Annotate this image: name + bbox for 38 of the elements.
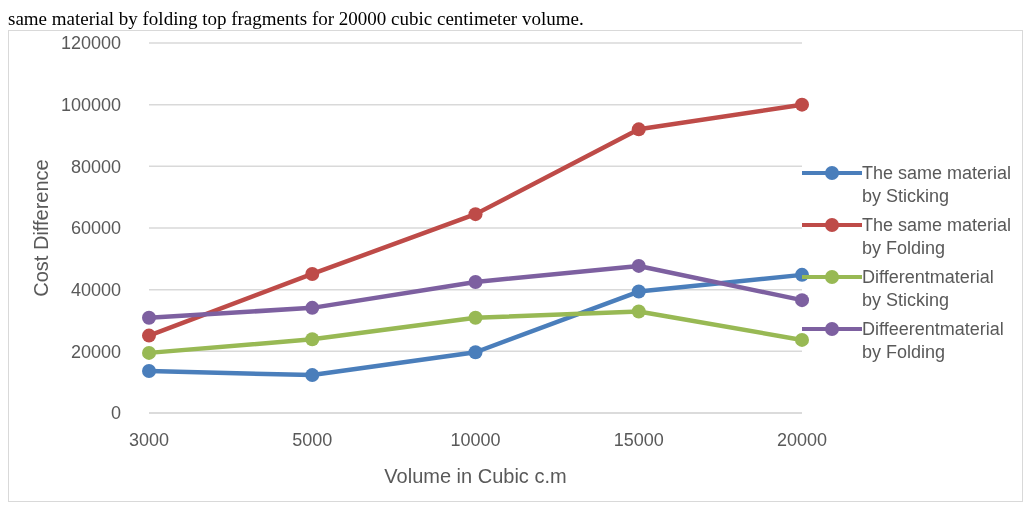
point <box>631 258 646 273</box>
y-tick-label: 0 <box>110 403 121 424</box>
point <box>305 332 320 347</box>
point <box>631 284 646 299</box>
legend-label: The same material by Folding <box>862 214 1012 260</box>
y-axis-title: Cost Difference <box>30 159 53 297</box>
y-tick-label: 20000 <box>70 341 121 362</box>
point <box>795 293 809 308</box>
point <box>142 328 156 343</box>
point <box>468 310 483 325</box>
legend-label: The same material by Sticking <box>862 162 1012 208</box>
legend-label: Diffeerentmaterial by Folding <box>862 318 1005 364</box>
y-tick-label: 120000 <box>60 33 121 54</box>
point <box>468 274 483 289</box>
point <box>795 97 809 112</box>
point <box>468 345 483 360</box>
x-tick-label: 15000 <box>613 429 664 450</box>
legend-label: Differentmaterial by Sticking <box>862 266 995 312</box>
x-tick-label: 10000 <box>450 429 501 450</box>
point <box>142 345 156 360</box>
y-tick-label: 60000 <box>70 218 121 239</box>
point <box>305 300 320 315</box>
point <box>142 364 156 379</box>
point <box>468 207 483 222</box>
x-tick-label: 20000 <box>776 429 828 450</box>
point <box>631 122 646 137</box>
point <box>795 332 809 347</box>
point <box>305 266 320 281</box>
x-axis-title: Volume in Cubic c.m <box>384 465 567 487</box>
x-tick-label: 3000 <box>128 429 170 450</box>
point <box>631 304 646 319</box>
y-tick-label: 100000 <box>60 95 121 116</box>
y-tick-label: 40000 <box>70 280 121 301</box>
text: same material by folding top fragments for 20000 cubic centimeter volume. <box>8 8 585 30</box>
x-tick-label: 5000 <box>292 429 333 450</box>
point <box>142 310 156 325</box>
point <box>305 368 320 383</box>
y-tick-label: 80000 <box>70 156 121 177</box>
